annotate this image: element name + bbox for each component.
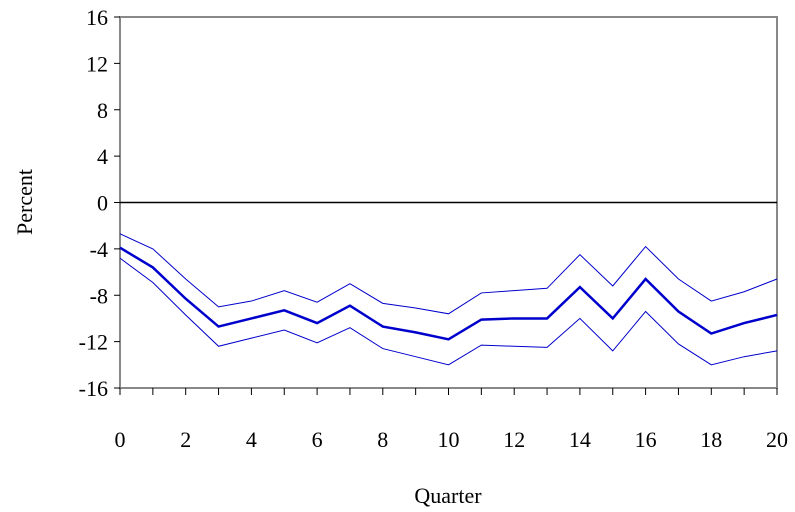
y-tick-label: -12 — [79, 330, 108, 355]
x-tick-label: 20 — [766, 427, 788, 452]
y-tick-label: -8 — [90, 283, 108, 308]
x-tick-label: 14 — [569, 427, 591, 452]
x-tick-label: 18 — [700, 427, 722, 452]
y-tick-label: -16 — [79, 376, 108, 401]
x-tick-label: 12 — [503, 427, 525, 452]
x-axis-title: Quarter — [414, 483, 482, 508]
y-tick-label: -4 — [90, 237, 108, 262]
x-tick-label: 8 — [377, 427, 388, 452]
x-tick-label: 4 — [246, 427, 257, 452]
series-line-1 — [119, 233, 778, 315]
x-tick-label: 0 — [115, 427, 126, 452]
x-tick-label: 16 — [635, 427, 657, 452]
x-tick-label: 10 — [438, 427, 460, 452]
x-tick-label: 6 — [312, 427, 323, 452]
y-tick-label: 8 — [97, 98, 108, 123]
y-axis-title: Percent — [12, 169, 37, 235]
y-tick-label: 4 — [97, 144, 108, 169]
y-tick-label: 0 — [97, 191, 108, 216]
series-line-2 — [119, 257, 778, 366]
x-tick-label: 2 — [180, 427, 191, 452]
y-tick-label: 12 — [86, 51, 108, 76]
series-line-0 — [119, 246, 778, 341]
y-tick-label: 16 — [86, 5, 108, 30]
